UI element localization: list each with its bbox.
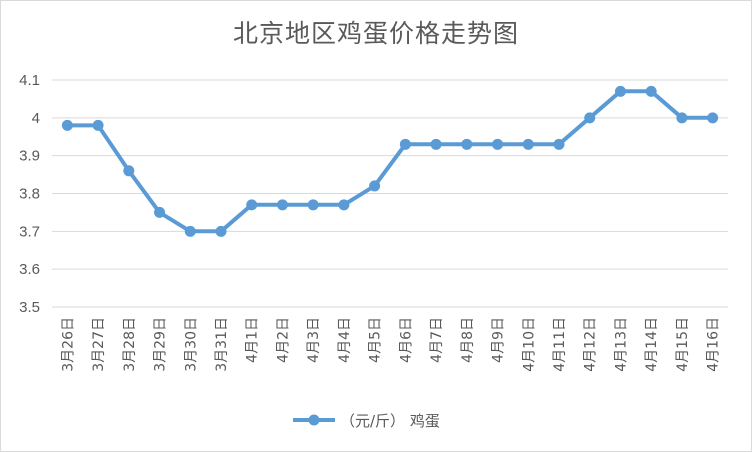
y-tick-label: 4.1: [19, 72, 40, 89]
y-tick-label: 3.6: [19, 261, 40, 278]
x-tick-label: 4月5日: [368, 317, 384, 363]
x-tick-label: 4月6日: [398, 317, 414, 363]
y-tick-label: 4: [32, 110, 40, 127]
x-tick-label: 4月8日: [460, 317, 476, 363]
x-tick-label: 4月9日: [491, 317, 507, 363]
x-tick-label: 4月15日: [675, 317, 691, 372]
data-point: [399, 138, 411, 150]
x-tick-label: 3月30日: [183, 317, 199, 372]
data-point: [430, 138, 442, 150]
x-tick-label: 4月14日: [644, 317, 660, 372]
y-tick-label: 3.9: [19, 148, 40, 165]
x-tick-label: 4月3日: [306, 317, 322, 363]
chart-title: 北京地区鸡蛋价格走势图: [232, 19, 519, 48]
data-point: [584, 112, 596, 124]
legend-label: （元/斤） 鸡蛋: [340, 412, 440, 430]
data-point: [123, 165, 135, 177]
data-point: [92, 119, 104, 131]
series-layer: [61, 85, 719, 237]
x-tick-label: 3月31日: [214, 317, 230, 372]
x-tick-label: 4月11日: [552, 317, 568, 372]
x-tick-label: 4月13日: [613, 317, 629, 372]
x-tick-label: 4月2日: [275, 317, 291, 363]
data-point: [154, 206, 166, 218]
data-point: [461, 138, 473, 150]
data-point: [246, 199, 258, 211]
y-tick-label: 3.8: [19, 186, 40, 203]
data-point: [553, 138, 565, 150]
x-tick-label: 3月28日: [122, 317, 138, 372]
data-point: [614, 85, 626, 97]
y-tick-label: 3.7: [19, 223, 40, 240]
data-point: [338, 199, 350, 211]
data-point: [184, 225, 196, 237]
y-axis-ticks: 3.5 3.6 3.7 3.8 3.9 4 4.1: [19, 72, 40, 316]
y-tick-label: 3.5: [19, 299, 40, 316]
data-point: [369, 180, 381, 192]
x-tick-label: 4月7日: [429, 317, 445, 363]
x-tick-label: 3月29日: [153, 317, 169, 372]
data-point: [276, 199, 288, 211]
data-point: [307, 199, 319, 211]
data-point: [645, 85, 657, 97]
x-tick-label: 3月27日: [91, 317, 107, 372]
data-point: [707, 112, 719, 124]
series-line: [65, 89, 715, 234]
x-tick-label: 4月16日: [706, 317, 722, 372]
x-tick-label: 4月10日: [521, 317, 537, 372]
x-tick-label: 4月12日: [583, 317, 599, 372]
legend: （元/斤） 鸡蛋: [293, 412, 440, 430]
x-tick-label: 3月26日: [60, 317, 76, 372]
x-axis-ticks: 3月26日 3月27日 3月28日 3月29日 3月30日 3月31日 4月1日 4月2日 4月…: [60, 317, 721, 372]
x-tick-label: 4月4日: [337, 317, 353, 363]
data-point: [492, 138, 504, 150]
data-point: [676, 112, 688, 124]
data-point: [215, 225, 227, 237]
data-point: [522, 138, 534, 150]
gridlines: [52, 79, 728, 308]
data-point: [61, 119, 73, 131]
x-tick-label: 4月1日: [245, 317, 261, 363]
legend-marker-swatch: [308, 414, 320, 426]
